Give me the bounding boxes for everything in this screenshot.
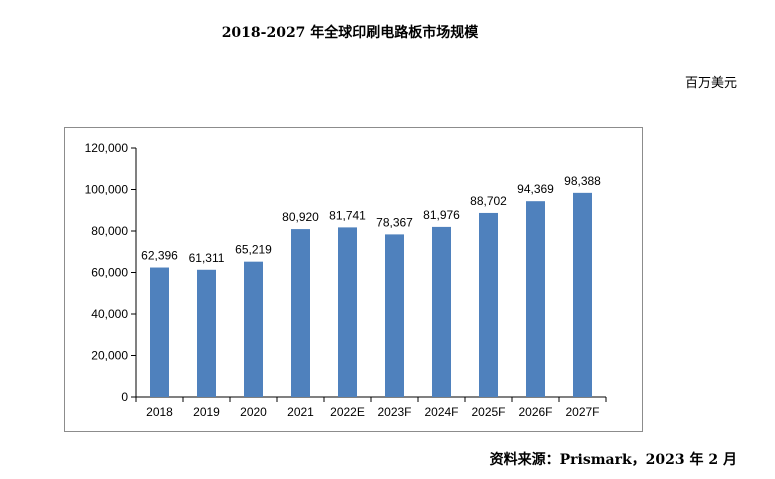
data-label: 88,702: [470, 194, 507, 208]
bar: [291, 229, 310, 397]
bar: [150, 267, 169, 397]
y-tick-label: 60,000: [91, 266, 128, 280]
x-tick-label: 2019: [193, 405, 220, 419]
y-tick-label: 20,000: [91, 349, 128, 363]
chart-title: 2018-2027 年全球印刷电路板市场规模: [221, 25, 479, 41]
x-tick-label: 2027F: [565, 405, 599, 419]
unit-label: 百万美元: [684, 76, 737, 91]
bar: [479, 212, 498, 397]
chart-area: [64, 127, 643, 432]
x-tick-label: 2021: [287, 405, 314, 419]
y-tick-label: 120,000: [85, 141, 129, 155]
bar: [244, 261, 263, 397]
data-label: 98,388: [564, 174, 601, 188]
data-label: 81,741: [329, 208, 366, 222]
x-tick-label: 2024F: [424, 405, 458, 419]
bar: [197, 269, 216, 397]
source-note: 资料来源：Prismark，2023 年 2 月: [489, 452, 737, 468]
bar: [432, 226, 451, 397]
x-tick-label: 2023F: [377, 405, 411, 419]
bar: [526, 201, 545, 397]
data-label: 80,920: [282, 210, 319, 224]
bar: [573, 192, 592, 397]
x-tick-label: 2025F: [471, 405, 505, 419]
data-label: 81,976: [423, 208, 460, 222]
data-label: 78,367: [376, 215, 413, 229]
x-tick-label: 2020: [240, 405, 267, 419]
data-label: 61,311: [189, 251, 225, 265]
x-tick-label: 2018: [146, 405, 173, 419]
bar: [385, 234, 404, 397]
y-tick-label: 40,000: [91, 307, 128, 321]
x-tick-label: 2022E: [330, 405, 365, 419]
y-tick-label: 100,000: [85, 183, 129, 197]
x-tick-label: 2026F: [518, 405, 552, 419]
data-label: 62,396: [141, 249, 178, 263]
y-tick-label: 80,000: [91, 224, 128, 238]
data-label: 65,219: [235, 243, 272, 257]
data-label: 94,369: [517, 182, 554, 196]
bar: [338, 227, 357, 397]
y-tick-label: 0: [121, 390, 128, 404]
